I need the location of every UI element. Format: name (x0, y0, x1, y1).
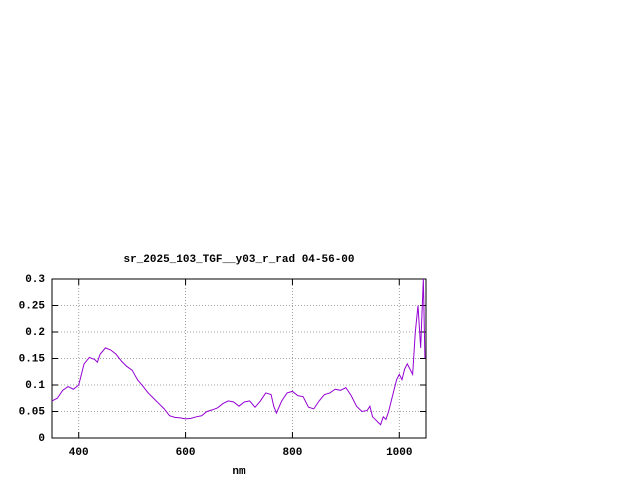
x-tick-label: 600 (176, 447, 196, 459)
x-tick-label: 400 (69, 447, 89, 459)
y-tick-label: 0.25 (19, 300, 46, 312)
plot-frame (51, 278, 427, 439)
y-tick-label: 0.3 (25, 274, 45, 286)
y-tick-label: 0.05 (19, 406, 46, 418)
chart-title: sr_2025_103_TGF__y03_r_rad 04-56-00 (123, 254, 354, 266)
y-tick-label: 0 (38, 433, 45, 445)
y-tick-label: 0.2 (25, 327, 45, 339)
x-tick-label: 800 (283, 447, 303, 459)
data-line (51, 278, 426, 426)
y-tick-label: 0.1 (25, 380, 45, 392)
x-tick-label: 1000 (386, 447, 412, 459)
x-axis-label: nm (232, 466, 246, 478)
y-tick-label: 0.15 (19, 353, 46, 365)
